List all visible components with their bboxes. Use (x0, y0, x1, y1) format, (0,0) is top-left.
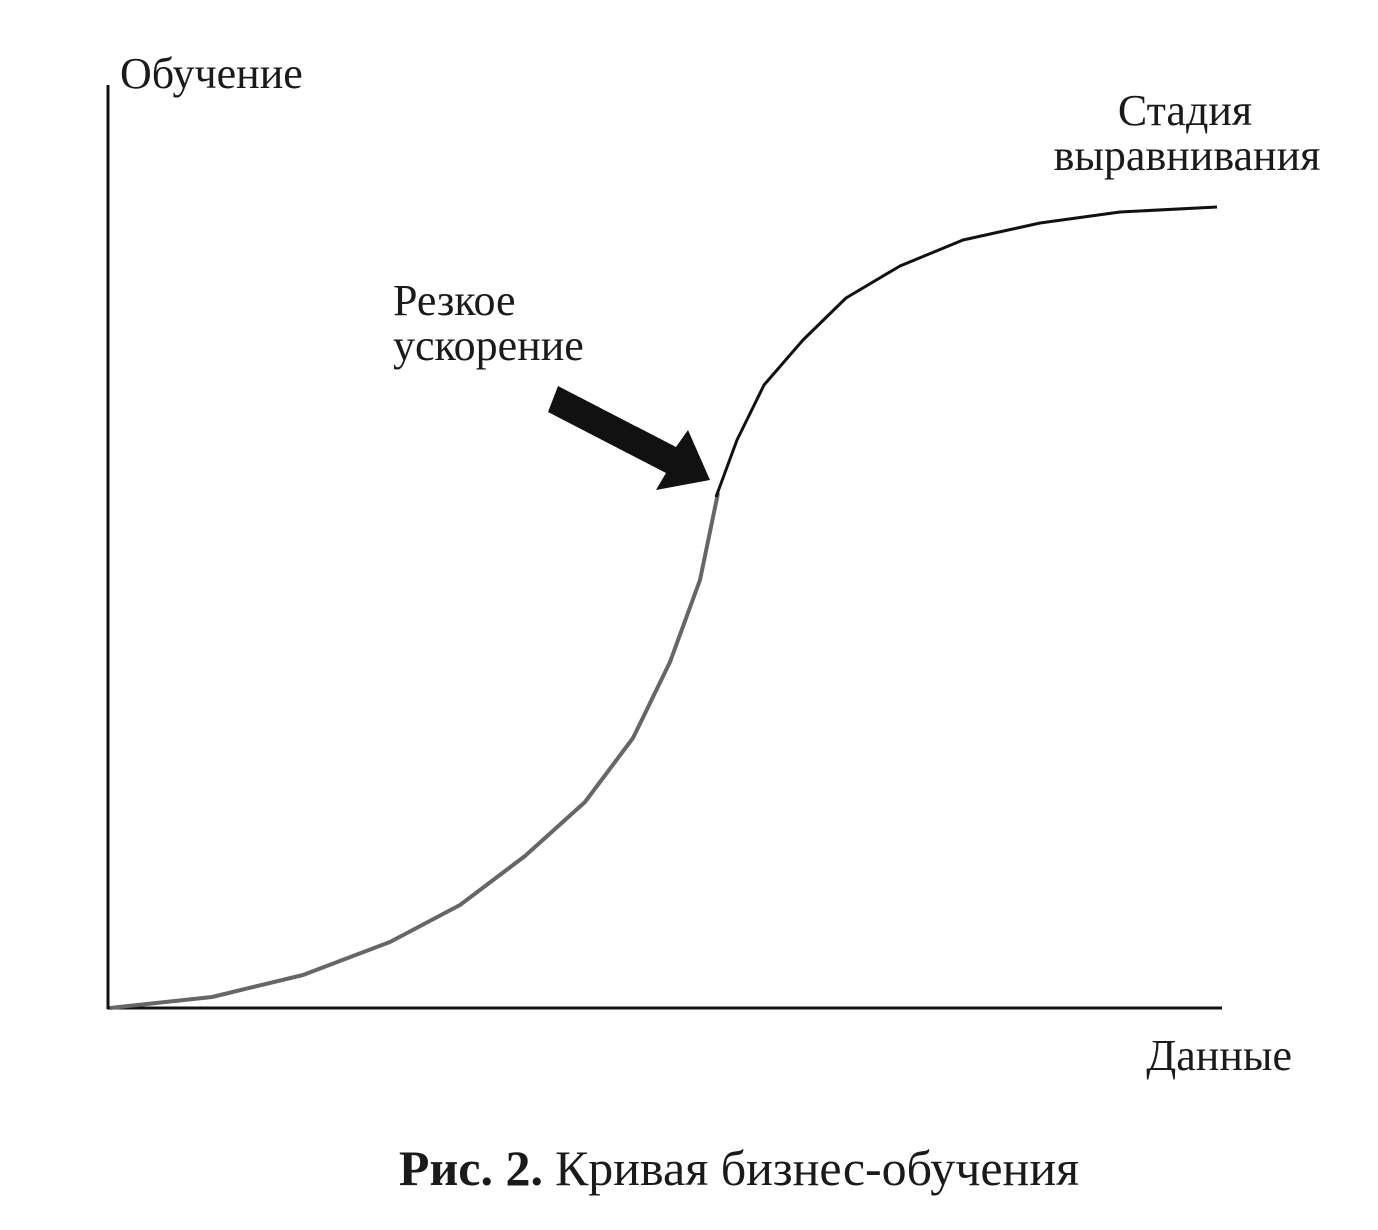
annotation-line: Резкое (393, 276, 516, 325)
caption-text: Кривая бизнес-обучения (555, 1140, 1079, 1196)
annotation-line: ускорение (393, 321, 584, 370)
y-axis-label: Обучение (120, 49, 303, 98)
annotation-line: выравнивания (1054, 131, 1321, 180)
annotation-line: Стадия (1118, 86, 1252, 135)
curve-plateau (714, 205, 1218, 498)
caption: Рис. 2. Кривая бизнес-обучения (399, 1140, 1079, 1196)
caption-number: Рис. 2. (399, 1140, 543, 1196)
curve-growth (109, 492, 720, 1010)
arrow (548, 386, 710, 490)
x-axis-label: Данные (1146, 1031, 1292, 1080)
